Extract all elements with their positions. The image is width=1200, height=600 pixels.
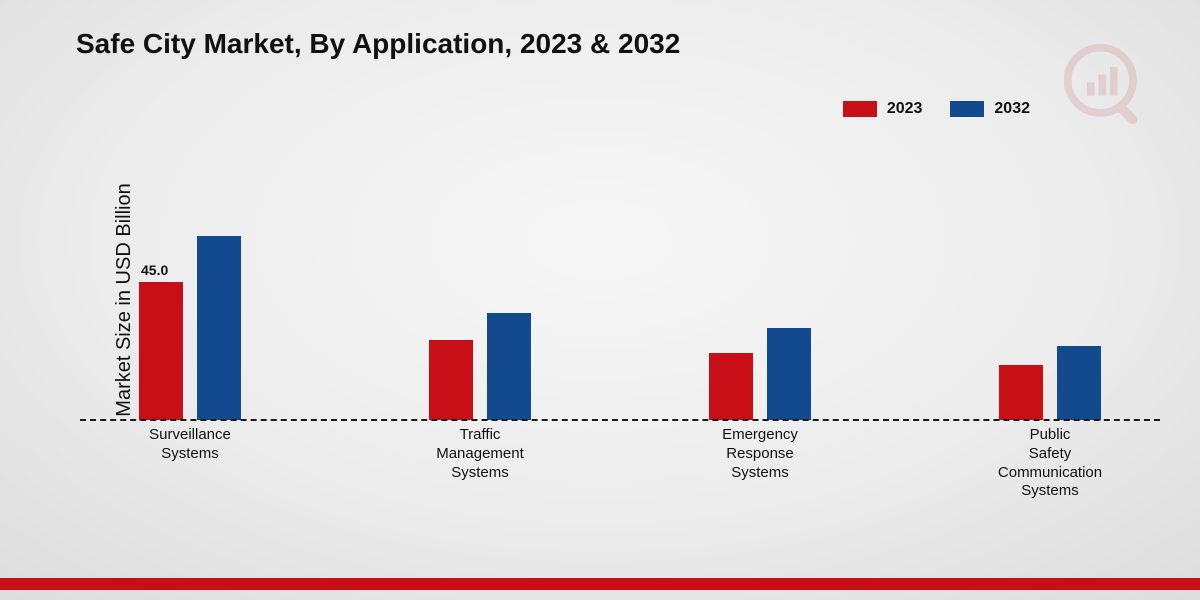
bar-2023 <box>709 353 753 420</box>
legend-item-2023: 2023 <box>843 100 923 118</box>
legend-label: 2023 <box>887 100 923 118</box>
bar-group <box>709 328 811 420</box>
legend: 2023 2032 <box>843 100 1030 118</box>
bar-value-label: 45.0 <box>141 262 168 278</box>
bar-2032 <box>767 328 811 420</box>
chart-canvas: Safe City Market, By Application, 2023 &… <box>0 0 1200 600</box>
x-label: Emergency Response Systems <box>680 426 840 482</box>
legend-item-2032: 2032 <box>950 100 1030 118</box>
watermark-logo-icon <box>1060 40 1156 136</box>
bar-2023 <box>429 340 473 420</box>
footer-accent-bar <box>0 578 1200 590</box>
bar-2032 <box>1057 346 1101 420</box>
legend-swatch-2023 <box>843 101 877 117</box>
plot-area: 45.0 <box>80 190 1160 420</box>
bar-2032 <box>197 236 241 420</box>
legend-swatch-2032 <box>950 101 984 117</box>
x-label: Public Safety Communication Systems <box>970 426 1130 501</box>
bar-group <box>999 346 1101 420</box>
legend-label: 2032 <box>994 100 1030 118</box>
chart-title: Safe City Market, By Application, 2023 &… <box>76 28 680 60</box>
bar-2023 <box>999 365 1043 420</box>
x-label: Surveillance Systems <box>110 426 270 464</box>
x-labels: Surveillance Systems Traffic Management … <box>80 420 1160 540</box>
x-label: Traffic Management Systems <box>400 426 560 482</box>
bar-2032 <box>487 313 531 420</box>
bar-group <box>429 313 531 420</box>
bar-2023 <box>139 282 183 420</box>
bar-group: 45.0 <box>139 236 241 420</box>
